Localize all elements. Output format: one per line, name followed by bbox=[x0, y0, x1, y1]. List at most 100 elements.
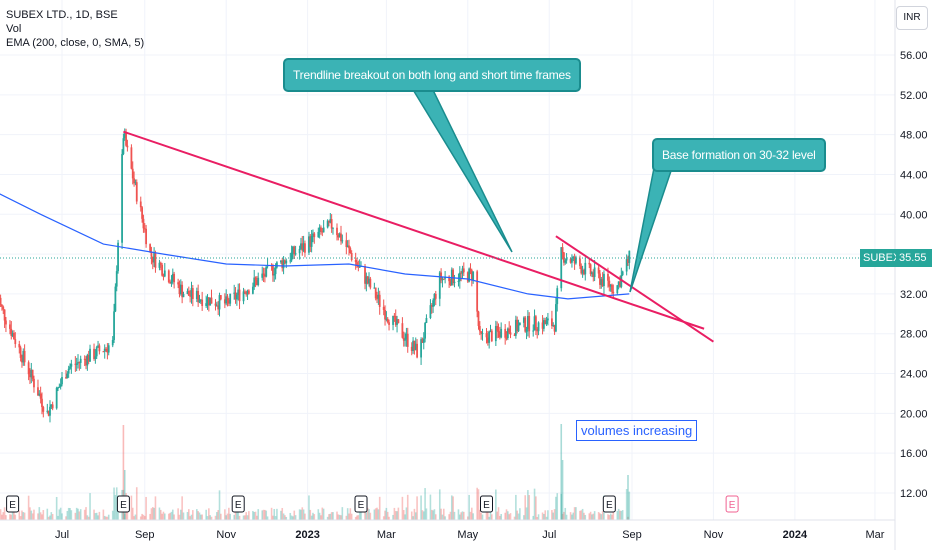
candle-body bbox=[341, 240, 344, 242]
candle-body bbox=[469, 268, 472, 271]
candle-body bbox=[117, 242, 119, 272]
candle-body bbox=[214, 303, 217, 306]
candle-body bbox=[276, 262, 278, 268]
candle-body bbox=[292, 246, 294, 253]
volume-bar bbox=[535, 496, 537, 520]
candle-body bbox=[171, 273, 174, 282]
volume-bar bbox=[541, 512, 544, 520]
volume-bar bbox=[154, 496, 157, 520]
volume-bar bbox=[589, 511, 592, 520]
candle-body bbox=[74, 363, 77, 365]
candle-body bbox=[354, 259, 357, 263]
volume-bar bbox=[627, 516, 629, 520]
earnings-marker[interactable]: E bbox=[116, 495, 130, 513]
volume-bar bbox=[545, 516, 548, 520]
earnings-marker-box bbox=[602, 495, 616, 513]
volume-bar bbox=[377, 509, 380, 520]
candle-body bbox=[251, 286, 254, 294]
volume-bar bbox=[289, 512, 292, 520]
y-tick-label: 28.00 bbox=[900, 329, 928, 341]
volume-bar bbox=[270, 507, 273, 520]
earnings-marker[interactable]: E bbox=[354, 495, 368, 513]
volume-bar bbox=[46, 508, 49, 520]
candle-body bbox=[516, 319, 519, 332]
volume-bar bbox=[345, 515, 348, 520]
candle-body bbox=[583, 269, 585, 275]
volume-bar bbox=[357, 515, 360, 520]
volumes-increasing-note[interactable]: volumes increasing bbox=[576, 420, 698, 441]
candle-body bbox=[579, 258, 581, 267]
earnings-marker[interactable]: E bbox=[725, 495, 739, 513]
earnings-marker[interactable]: E bbox=[6, 495, 20, 513]
candle-body bbox=[611, 284, 613, 292]
earnings-marker[interactable]: E bbox=[479, 495, 493, 513]
candle-body bbox=[55, 387, 58, 409]
candle-body bbox=[177, 282, 180, 285]
volume-bar bbox=[122, 425, 125, 520]
volume-bar bbox=[597, 512, 600, 520]
candle-body bbox=[98, 345, 101, 352]
volume-bar bbox=[620, 510, 623, 520]
volume-bar bbox=[134, 514, 137, 520]
volume-bar bbox=[131, 507, 134, 520]
candle-body bbox=[243, 291, 246, 293]
volume-bar bbox=[452, 496, 454, 520]
candle-body bbox=[10, 328, 13, 336]
symbol-title[interactable]: SUBEX LTD., 1D, BSE bbox=[6, 9, 118, 21]
earnings-marker[interactable]: E bbox=[231, 495, 245, 513]
volume-bar bbox=[171, 509, 174, 520]
trendline-breakout-callout[interactable]: Trendline breakout on both long and shor… bbox=[283, 58, 581, 92]
candle-body bbox=[421, 339, 424, 343]
candle-body bbox=[552, 324, 555, 327]
volume-bar bbox=[581, 508, 584, 520]
candle-body bbox=[78, 361, 81, 363]
base-formation-callout[interactable]: Base formation on 30-32 level bbox=[652, 138, 826, 172]
candle-body bbox=[326, 220, 329, 228]
earnings-marker[interactable]: E bbox=[602, 495, 616, 513]
candle-body bbox=[162, 275, 165, 277]
candle-body bbox=[494, 325, 497, 342]
volume-bar bbox=[421, 510, 424, 520]
volume-bar bbox=[495, 489, 497, 520]
chart-legend: SUBEX LTD., 1D, BSE Vol EMA (200, close,… bbox=[6, 8, 144, 50]
volume-bar bbox=[544, 510, 547, 520]
volume-indicator-label[interactable]: Vol bbox=[6, 23, 22, 35]
volume-bar bbox=[434, 514, 437, 520]
candle-body bbox=[245, 292, 248, 295]
candle-body bbox=[77, 361, 79, 364]
candle-body bbox=[581, 269, 584, 274]
candle-body bbox=[89, 348, 91, 362]
volume-bar bbox=[29, 507, 31, 520]
volume-bar bbox=[341, 507, 344, 520]
volume-bar bbox=[226, 513, 229, 520]
ema-indicator-label[interactable]: EMA (200, close, 0, SMA, 5) bbox=[6, 37, 145, 49]
earnings-marker-label: E bbox=[9, 500, 16, 511]
candle-body bbox=[237, 289, 240, 295]
volume-bar bbox=[42, 510, 45, 520]
candle-body bbox=[186, 290, 189, 295]
volume-bar bbox=[141, 513, 143, 520]
volume-bar bbox=[83, 509, 86, 520]
candle-body bbox=[9, 324, 11, 329]
candle-body bbox=[420, 339, 422, 358]
earnings-marker-box bbox=[725, 495, 739, 513]
volume-bar bbox=[505, 509, 508, 520]
volume-bar bbox=[261, 510, 264, 520]
volume-bar bbox=[515, 494, 517, 520]
volume-bar bbox=[55, 496, 58, 520]
volume-bar bbox=[209, 515, 211, 520]
volume-bar bbox=[5, 515, 7, 520]
candle-body bbox=[485, 333, 488, 338]
candle-body bbox=[537, 322, 540, 332]
volume-bar bbox=[205, 509, 207, 520]
volume-bar bbox=[527, 490, 529, 520]
candle-body bbox=[536, 328, 539, 332]
volume-bar bbox=[350, 513, 353, 520]
volume-bar bbox=[547, 510, 549, 520]
volume-bar bbox=[561, 513, 564, 520]
volume-bar bbox=[177, 508, 179, 520]
candle-body bbox=[328, 220, 330, 223]
currency-button[interactable]: INR bbox=[896, 6, 928, 30]
volume-bar bbox=[123, 470, 126, 520]
